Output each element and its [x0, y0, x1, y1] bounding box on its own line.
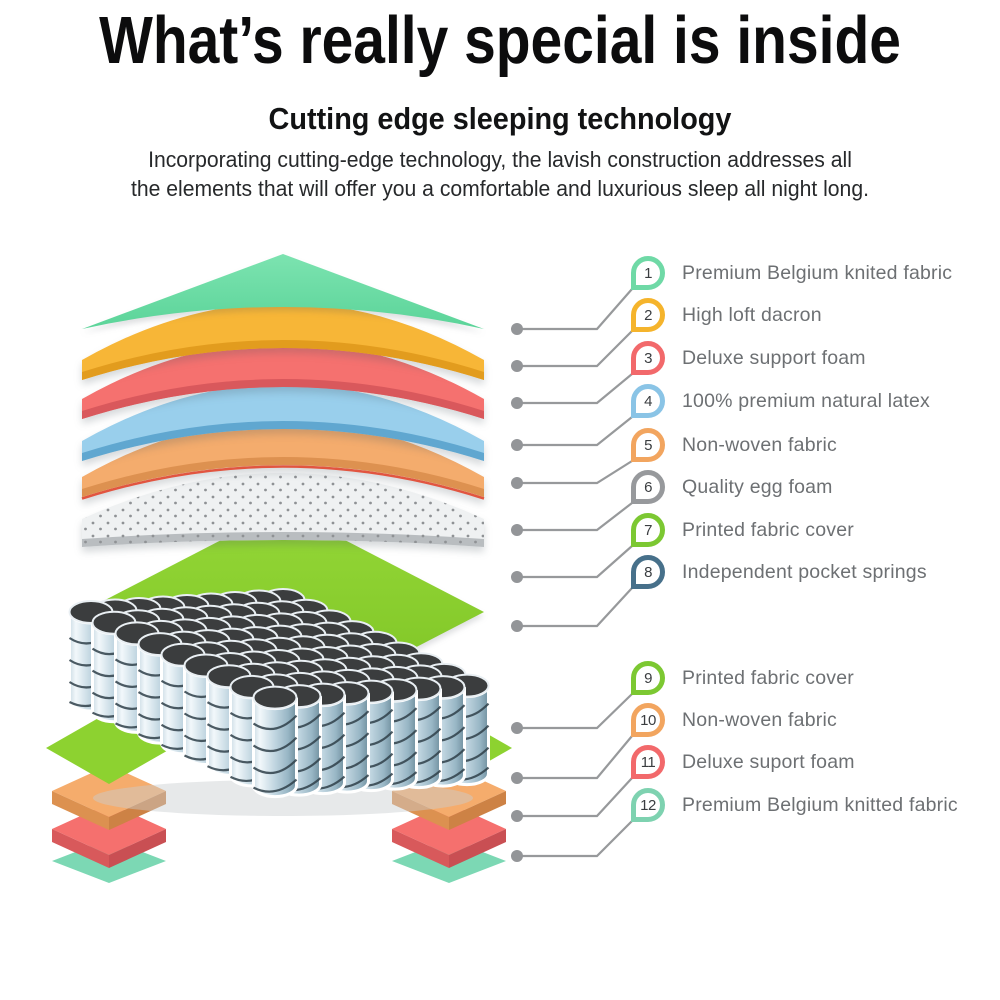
- legend-pin: 12: [631, 788, 665, 822]
- legend-pin: 7: [631, 513, 665, 547]
- legend-pin-number: 5: [644, 436, 652, 454]
- legend-pin-number: 6: [644, 478, 652, 496]
- leader-line: [517, 777, 633, 818]
- legend-pin-number: 10: [640, 711, 656, 729]
- legend-label: Quality egg foam: [682, 475, 833, 498]
- leader-dot: [511, 850, 523, 862]
- leader-line: [517, 373, 633, 405]
- legend-label: Non-woven fabric: [682, 708, 837, 731]
- legend-item: 5 Non-woven fabric: [631, 428, 837, 462]
- legend-pin: 6: [631, 470, 665, 504]
- page-title: What’s really special is inside: [99, 3, 901, 78]
- layer-5-nonwoven-band: [81, 420, 485, 500]
- legend-pin: 9: [631, 661, 665, 695]
- legend-label: Premium Belgium knitted fabric: [682, 793, 958, 816]
- legend-item: 8 Independent pocket springs: [631, 555, 927, 589]
- leader-dot: [511, 810, 523, 822]
- legend-pin-number: 4: [644, 392, 652, 410]
- legend-label: Non-woven fabric: [682, 433, 837, 456]
- legend-pin-number: 7: [644, 521, 652, 539]
- leader-line: [517, 545, 633, 579]
- spring-coil: [252, 685, 298, 799]
- legend-label: Independent pocket springs: [682, 560, 927, 583]
- legend-item: 4 100% premium natural latex: [631, 384, 930, 418]
- legend-label: Printed fabric cover: [682, 518, 854, 541]
- leader-dot: [511, 360, 523, 372]
- intro-line-1: Incorporating cutting-edge technology, t…: [148, 147, 852, 172]
- intro-line-2: the elements that will offer you a comfo…: [131, 175, 869, 201]
- legend-label: Deluxe suport foam: [682, 750, 855, 773]
- legend-item: 7 Printed fabric cover: [631, 513, 854, 547]
- leader-dot: [511, 571, 523, 583]
- legend-item: 11 Deluxe suport foam: [631, 745, 855, 779]
- legend-pin-number: 11: [640, 753, 656, 771]
- legend-pin-number: 1: [644, 264, 652, 282]
- subtitle: Cutting edge sleeping technology: [268, 101, 732, 136]
- layer-1-knitted-fabric-sheet: [82, 254, 484, 329]
- legend-pin: 2: [631, 298, 665, 332]
- leader-line: [517, 502, 633, 532]
- layer-2-dacron-band: [82, 303, 484, 380]
- leader-line: [517, 330, 633, 368]
- leader-line: [517, 693, 633, 730]
- leader-dot: [511, 323, 523, 335]
- legend-pin: 8: [631, 555, 665, 589]
- leader-line: [517, 460, 633, 485]
- legend-pin-number: 8: [644, 563, 652, 581]
- leader-line: [517, 735, 633, 780]
- intro-paragraph: Incorporating cutting-edge technology, t…: [30, 146, 970, 203]
- legend-item: 10 Non-woven fabric: [631, 703, 837, 737]
- legend-label: Deluxe support foam: [682, 346, 866, 369]
- leader-line: [517, 587, 633, 628]
- leader-dot: [511, 722, 523, 734]
- leader-line: [517, 820, 633, 858]
- legend-label: 100% premium natural latex: [682, 389, 930, 412]
- legend-item: 3 Deluxe support foam: [631, 341, 866, 375]
- leader-dot: [511, 477, 523, 489]
- leader-line: [517, 416, 633, 447]
- legend-pin: 3: [631, 341, 665, 375]
- legend-item: 1 Premium Belgium knited fabric: [631, 256, 952, 290]
- leader-dot: [511, 397, 523, 409]
- legend-label: High loft dacron: [682, 303, 822, 326]
- legend-pin: 1: [631, 256, 665, 290]
- legend-pin: 10: [631, 703, 665, 737]
- leader-lines: [511, 288, 633, 862]
- leader-dot: [511, 772, 523, 784]
- legend-pin-number: 2: [644, 306, 652, 324]
- legend-item: 2 High loft dacron: [631, 298, 822, 332]
- legend-item: 9 Printed fabric cover: [631, 661, 854, 695]
- legend-item: 12 Premium Belgium knitted fabric: [631, 788, 958, 822]
- leader-dot: [511, 524, 523, 536]
- legend-pin-number: 9: [644, 669, 652, 687]
- legend-label: Premium Belgium knited fabric: [682, 261, 953, 284]
- layer-6-egg-foam-band: [82, 473, 484, 547]
- legend-pin: 11: [631, 745, 665, 779]
- legend-label: Printed fabric cover: [682, 666, 854, 689]
- leader-dot: [511, 620, 523, 632]
- layer-3-support-foam-band: [82, 342, 484, 419]
- leader-dot: [511, 439, 523, 451]
- legend-pin-number: 12: [640, 796, 656, 814]
- legend-pin: 5: [631, 428, 665, 462]
- legend-pin: 4: [631, 384, 665, 418]
- leader-line: [517, 288, 633, 331]
- legend-item: 6 Quality egg foam: [631, 470, 833, 504]
- legend-pin-number: 3: [644, 349, 652, 367]
- layer-4-latex-band: [82, 384, 484, 461]
